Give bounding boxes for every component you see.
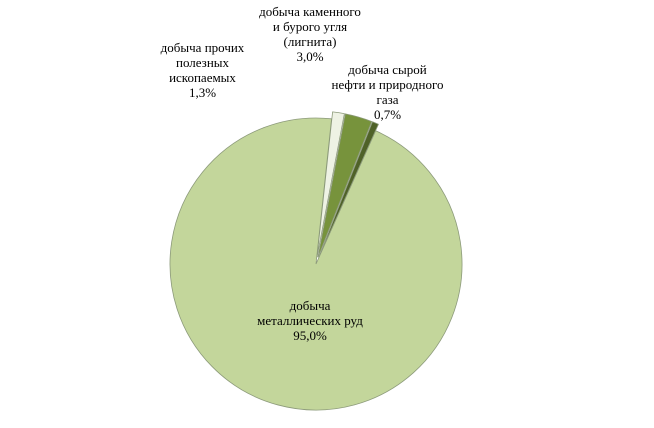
pie-slice [316, 111, 345, 258]
value-label: 3,0% [296, 49, 324, 64]
category-name: добыча металлических руд [257, 298, 363, 328]
value-label: 1,3% [188, 85, 217, 100]
category-name: добыча каменного и бурого угля (лигнита) [259, 4, 361, 49]
category-name: добыча прочих полезных ископаемых [160, 40, 245, 85]
pie-slice [317, 113, 373, 258]
category-name: добыча сырой нефти и природного газа [331, 62, 444, 107]
slice-label: добыча сырой нефти и природного газа 0,7% [330, 62, 445, 122]
pie-slice [318, 121, 379, 258]
slice-label: добыча каменного и бурого угля (лигнита)… [255, 4, 365, 64]
value-label: 95,0% [293, 328, 327, 343]
slice-label: добыча металлических руд 95,0% [255, 298, 365, 343]
value-label: 0,7% [373, 107, 402, 122]
slice-label: добыча прочих полезных ископаемых 1,3% [145, 40, 260, 100]
pie-slice [169, 117, 463, 411]
